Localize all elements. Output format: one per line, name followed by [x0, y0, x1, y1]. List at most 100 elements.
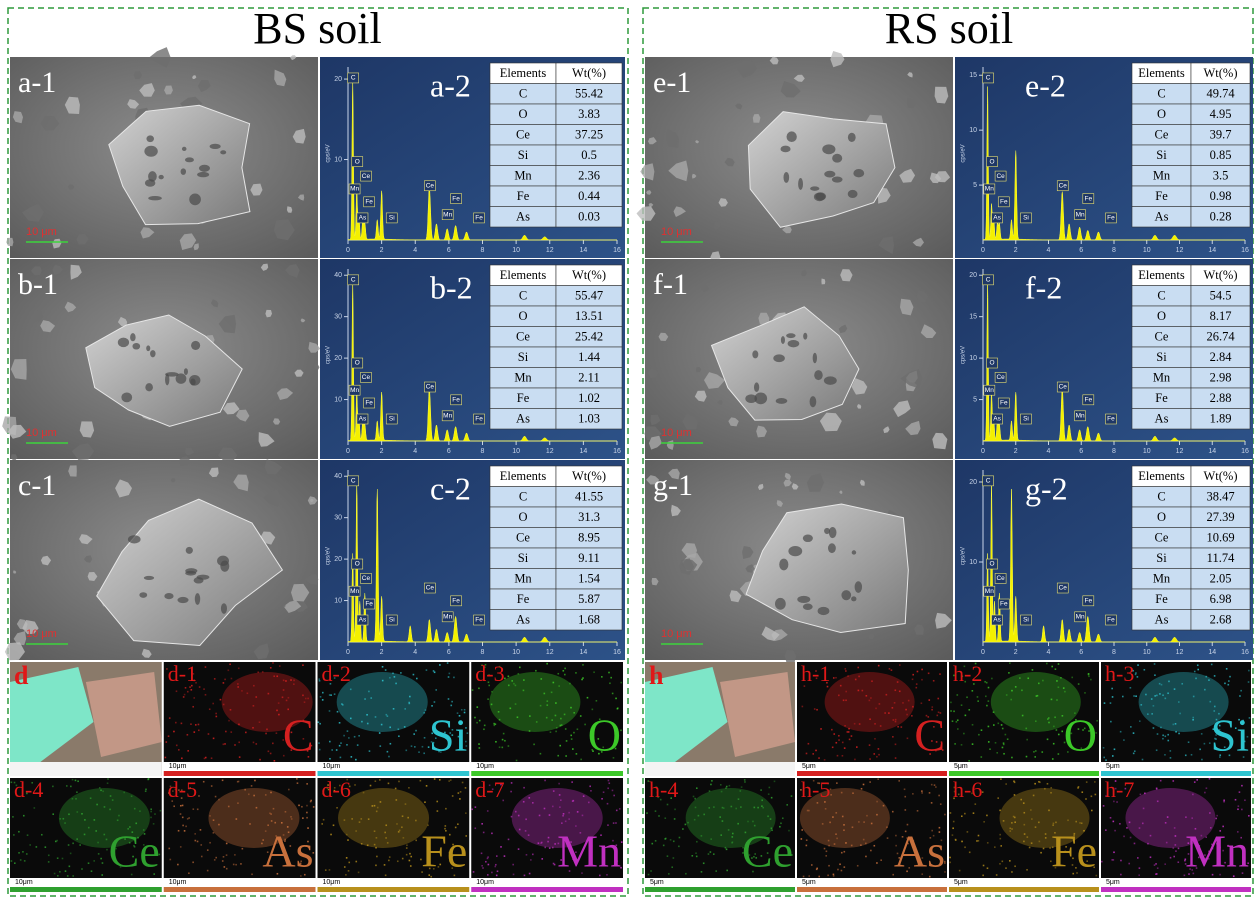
element-dot [710, 851, 712, 853]
element-dot [375, 847, 377, 849]
element-dot [1134, 843, 1136, 845]
element-dot [1000, 845, 1002, 847]
element-dot [843, 829, 845, 831]
peak-label: Fe [452, 598, 460, 605]
element-dot [504, 855, 506, 857]
element-dot [725, 847, 727, 849]
element-dot [1134, 750, 1136, 752]
element-dot [953, 711, 955, 713]
element-dot [952, 720, 954, 722]
element-dot [929, 792, 931, 794]
element-dot [878, 754, 880, 756]
element-dot [876, 756, 878, 758]
element-dot [104, 806, 106, 808]
element-dot [1159, 693, 1161, 695]
peak-label: C [986, 277, 991, 284]
element-dot [544, 847, 546, 849]
element-dot [355, 830, 357, 832]
element-dot [560, 725, 562, 727]
element-dot [487, 698, 489, 700]
element-dot [869, 758, 871, 760]
element-dot [655, 840, 657, 842]
element-dot [682, 828, 684, 830]
element-dot [541, 842, 543, 844]
x-tick-label: 2 [1014, 448, 1018, 455]
sem-pore [788, 546, 802, 556]
peak-label: Fe [1107, 617, 1115, 624]
sem-pore [185, 157, 194, 162]
element-dot [1045, 837, 1047, 839]
element-dot [572, 800, 574, 802]
x-tick-label: 8 [481, 649, 485, 656]
element-dot [201, 856, 203, 858]
element-dot [898, 780, 900, 782]
element-dot [1172, 780, 1174, 782]
table-text: Ce [1155, 128, 1169, 142]
element-dot [231, 678, 233, 680]
element-dot [555, 702, 557, 704]
composition-table: ElementsWt(%)C41.55O31.3Ce8.95Si9.11Mn1.… [490, 466, 622, 630]
element-dot [988, 700, 990, 702]
peak-label: Ce [426, 585, 435, 592]
element-dot [621, 841, 623, 843]
element-dot [693, 796, 695, 798]
composite-label: d [14, 661, 29, 690]
scale-bar-label: 10μm [169, 879, 187, 886]
element-dot [1056, 729, 1058, 731]
element-dot [72, 779, 74, 781]
element-dot [848, 731, 850, 733]
element-dot [1094, 781, 1096, 783]
element-dot [565, 820, 567, 822]
element-dot [695, 852, 697, 854]
element-dot [561, 822, 563, 824]
table-text: 39.7 [1210, 128, 1232, 142]
element-dot [965, 715, 967, 717]
element-dot [553, 682, 555, 684]
element-dot [1123, 836, 1125, 838]
element-dot [696, 841, 698, 843]
element-dot [1010, 699, 1012, 701]
element-dot [1204, 792, 1206, 794]
x-tick-label: 6 [447, 649, 451, 656]
element-dot [223, 682, 225, 684]
peak-label: Ce [362, 173, 371, 180]
element-dot [404, 708, 406, 710]
element-dot [67, 875, 69, 877]
element-dot [222, 860, 224, 862]
table-text: 1.89 [1210, 412, 1232, 426]
element-dot [1009, 828, 1011, 830]
element-dot [553, 790, 555, 792]
element-dot [952, 834, 954, 836]
element-dot [1026, 739, 1028, 741]
table-text: C [1157, 87, 1165, 101]
element-dot [398, 831, 400, 833]
element-dot [1114, 830, 1116, 832]
element-dot [197, 841, 199, 843]
x-tick-label: 12 [1176, 247, 1184, 254]
element-dot [1119, 823, 1121, 825]
scale-bar-label: 5μm [954, 879, 968, 886]
element-dot [589, 785, 591, 787]
scale-strip [797, 762, 947, 771]
element-dot [178, 830, 180, 832]
element-dot [806, 839, 808, 841]
element-dot [216, 716, 218, 718]
element-dot [993, 724, 995, 726]
element-dot [698, 815, 700, 817]
peak-label: O [355, 360, 360, 367]
element-dot [475, 806, 477, 808]
element-dot [663, 845, 665, 847]
element-dot [259, 721, 261, 723]
element-dot [886, 694, 888, 696]
element-dot [863, 821, 865, 823]
table-text: 3.83 [578, 107, 600, 121]
element-dot [481, 852, 483, 854]
color-bar [1101, 771, 1251, 776]
element-dot [1192, 717, 1194, 719]
element-dot [982, 875, 984, 877]
element-dot [400, 672, 402, 674]
scale-bar-label: 10 μm [661, 628, 692, 640]
element-dot [866, 695, 868, 697]
x-tick-label: 16 [613, 247, 621, 254]
element-dot [79, 844, 81, 846]
